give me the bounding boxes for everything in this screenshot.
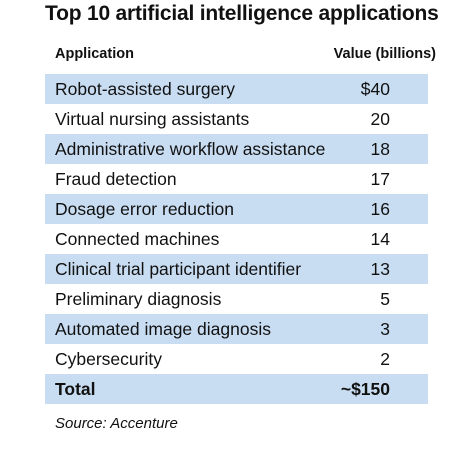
row-value: 13 xyxy=(370,259,390,279)
row-value: 3 xyxy=(380,319,390,339)
table-row: Robot-assisted surgery $40 xyxy=(45,74,428,104)
table-row: Fraud detection 17 xyxy=(45,164,428,194)
row-value: $40 xyxy=(360,79,390,99)
row-value: 20 xyxy=(370,109,390,129)
row-value: 16 xyxy=(370,199,390,219)
table-row: Clinical trial participant identifier 13 xyxy=(45,254,428,284)
total-value: ~$150 xyxy=(340,379,390,399)
table-row: Virtual nursing assistants 20 xyxy=(45,104,428,134)
row-value: 14 xyxy=(370,229,390,249)
row-application: Administrative workflow assistance xyxy=(55,139,326,159)
source-note: Source: Accenture xyxy=(55,415,178,432)
row-value: 17 xyxy=(370,169,390,189)
table-row: Dosage error reduction 16 xyxy=(45,194,428,224)
chart-title: Top 10 artificial intelligence applicati… xyxy=(45,2,439,25)
total-row: Total ~$150 xyxy=(45,374,428,404)
table-row: Connected machines 14 xyxy=(45,224,428,254)
row-value: 2 xyxy=(380,349,390,369)
row-value: 5 xyxy=(380,289,390,309)
total-label: Total xyxy=(55,379,96,399)
row-application: Robot-assisted surgery xyxy=(55,79,235,99)
row-application: Preliminary diagnosis xyxy=(55,289,222,309)
row-application: Clinical trial participant identifier xyxy=(55,259,302,279)
row-value: 18 xyxy=(370,139,390,159)
table-body: Robot-assisted surgery $40 Virtual nursi… xyxy=(45,74,428,404)
row-application: Dosage error reduction xyxy=(55,199,234,219)
table-row: Administrative workflow assistance 18 xyxy=(45,134,428,164)
row-application: Fraud detection xyxy=(55,169,177,189)
column-header-value: Value (billions) xyxy=(333,46,436,62)
column-header-application: Application xyxy=(55,46,134,62)
row-application: Automated image diagnosis xyxy=(55,319,271,339)
table-row: Cybersecurity 2 xyxy=(45,344,428,374)
table-row: Automated image diagnosis 3 xyxy=(45,314,428,344)
table-row: Preliminary diagnosis 5 xyxy=(45,284,428,314)
row-application: Connected machines xyxy=(55,229,220,249)
row-application: Cybersecurity xyxy=(55,349,162,369)
row-application: Virtual nursing assistants xyxy=(55,109,250,129)
